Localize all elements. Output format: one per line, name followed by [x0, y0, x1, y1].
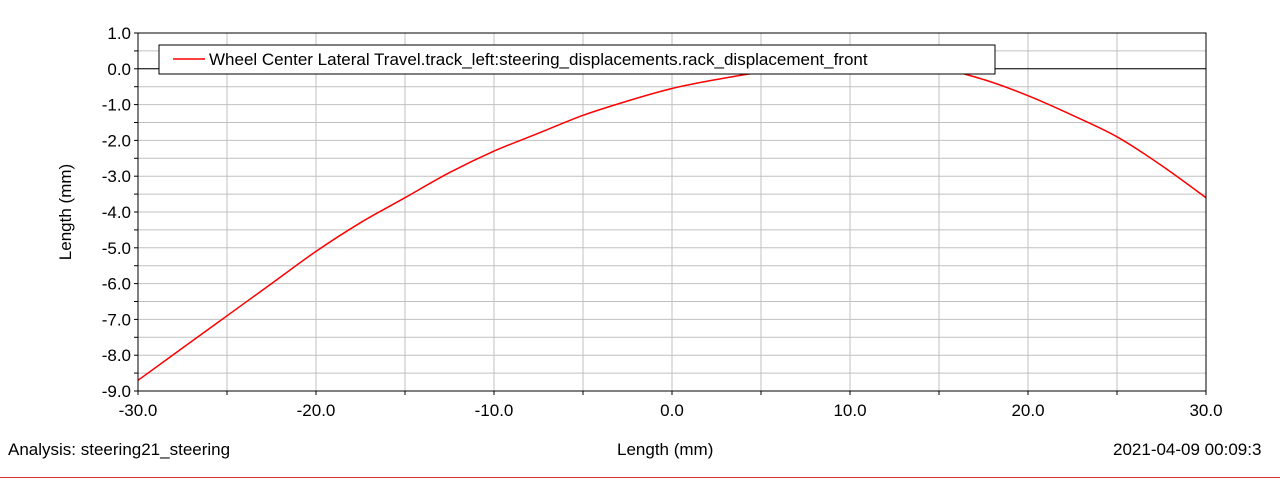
x-axis-title: Length (mm)	[617, 440, 714, 459]
line-chart: 1.0 0.0 -1.0 -2.0 -3.0 -4.0 -5.0 -6.0 -7.0 -8.0 -9…	[56, 24, 1223, 420]
y-tick-label: -5.0	[102, 239, 131, 258]
x-tick-label: -30.0	[119, 401, 158, 420]
y-tick-label: 0.0	[107, 60, 131, 79]
grid	[138, 33, 1206, 391]
series-layer	[137, 67, 1207, 381]
x-tick-label: 30.0	[1189, 401, 1222, 420]
analysis-label: Analysis: steering21_steering	[8, 440, 231, 459]
legend-label: Wheel Center Lateral Travel.track_left:s…	[209, 50, 868, 69]
x-tick-label: -20.0	[297, 401, 336, 420]
minor-ticks	[134, 32, 1207, 395]
y-tick-label: -3.0	[102, 167, 131, 186]
y-tick-label: -8.0	[102, 346, 131, 365]
x-tick-label: -10.0	[475, 401, 514, 420]
y-tick-label: 1.0	[107, 24, 131, 43]
timestamp-label: 2021-04-09 00:09:3	[1113, 440, 1262, 459]
y-axis-ticks: 1.0 0.0 -1.0 -2.0 -3.0 -4.0 -5.0 -6.0 -7.0 -8.0 -9…	[102, 24, 131, 401]
x-tick-label: 0.0	[660, 401, 684, 420]
x-tick-label: 20.0	[1011, 401, 1044, 420]
bottom-divider	[0, 477, 1280, 478]
x-axis-ticks: -30.0 -20.0 -10.0 0.0 10.0 20.0 30.0	[119, 401, 1223, 420]
y-axis-title: Length (mm)	[56, 164, 75, 260]
y-tick-label: -1.0	[102, 96, 131, 115]
y-tick-label: -7.0	[102, 310, 131, 329]
y-tick-label: -4.0	[102, 203, 131, 222]
y-tick-label: -9.0	[102, 382, 131, 401]
x-tick-label: 10.0	[833, 401, 866, 420]
y-tick-label: -2.0	[102, 131, 131, 150]
y-tick-label: -6.0	[102, 275, 131, 294]
legend[interactable]: Wheel Center Lateral Travel.track_left:s…	[158, 44, 996, 75]
series-line	[137, 67, 1207, 381]
legend-box	[158, 44, 996, 75]
